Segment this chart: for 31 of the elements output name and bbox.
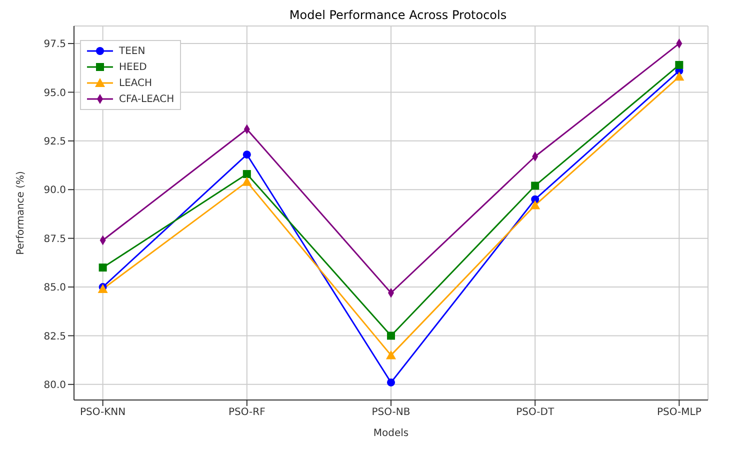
point: [98, 264, 107, 272]
y-tick-label: 87.5: [44, 234, 66, 245]
legend-label: HEED: [119, 62, 147, 72]
y-tick-label: 82.5: [44, 331, 66, 342]
point: [530, 200, 540, 210]
y-tick-label: 92.5: [44, 136, 66, 148]
x-axis-title: Models: [373, 428, 409, 439]
y-tick-label: 97.5: [44, 39, 66, 50]
point: [242, 170, 251, 178]
y-tick-label: 95.0: [44, 88, 66, 99]
legend-label: CFA-LEACH: [119, 94, 174, 104]
chart-title: Model Performance Across Protocols: [288, 8, 508, 22]
point: [242, 176, 252, 186]
legend-label: LEACH: [119, 78, 152, 88]
y-tick-label: 90.0: [44, 185, 66, 196]
y-tick-label: 85.0: [44, 282, 66, 294]
legend-label: TEEN: [119, 46, 146, 56]
point: [387, 332, 395, 340]
point: [674, 72, 684, 81]
point: [387, 378, 395, 386]
x-tick-label: PSO-MLP: [656, 407, 702, 418]
point: [531, 182, 540, 190]
x-tick-label: PSO-RF: [228, 407, 266, 418]
x-tick-label: PSO-NB: [372, 407, 410, 418]
point: [386, 350, 396, 360]
y-axis-title: Performance (%): [16, 170, 27, 255]
point: [675, 60, 684, 69]
x-tick-label: PSO-DT: [516, 407, 555, 418]
y-tick-label: 80.0: [44, 380, 66, 391]
point: [242, 150, 251, 159]
x-tick-label: PSO-KNN: [80, 407, 126, 418]
